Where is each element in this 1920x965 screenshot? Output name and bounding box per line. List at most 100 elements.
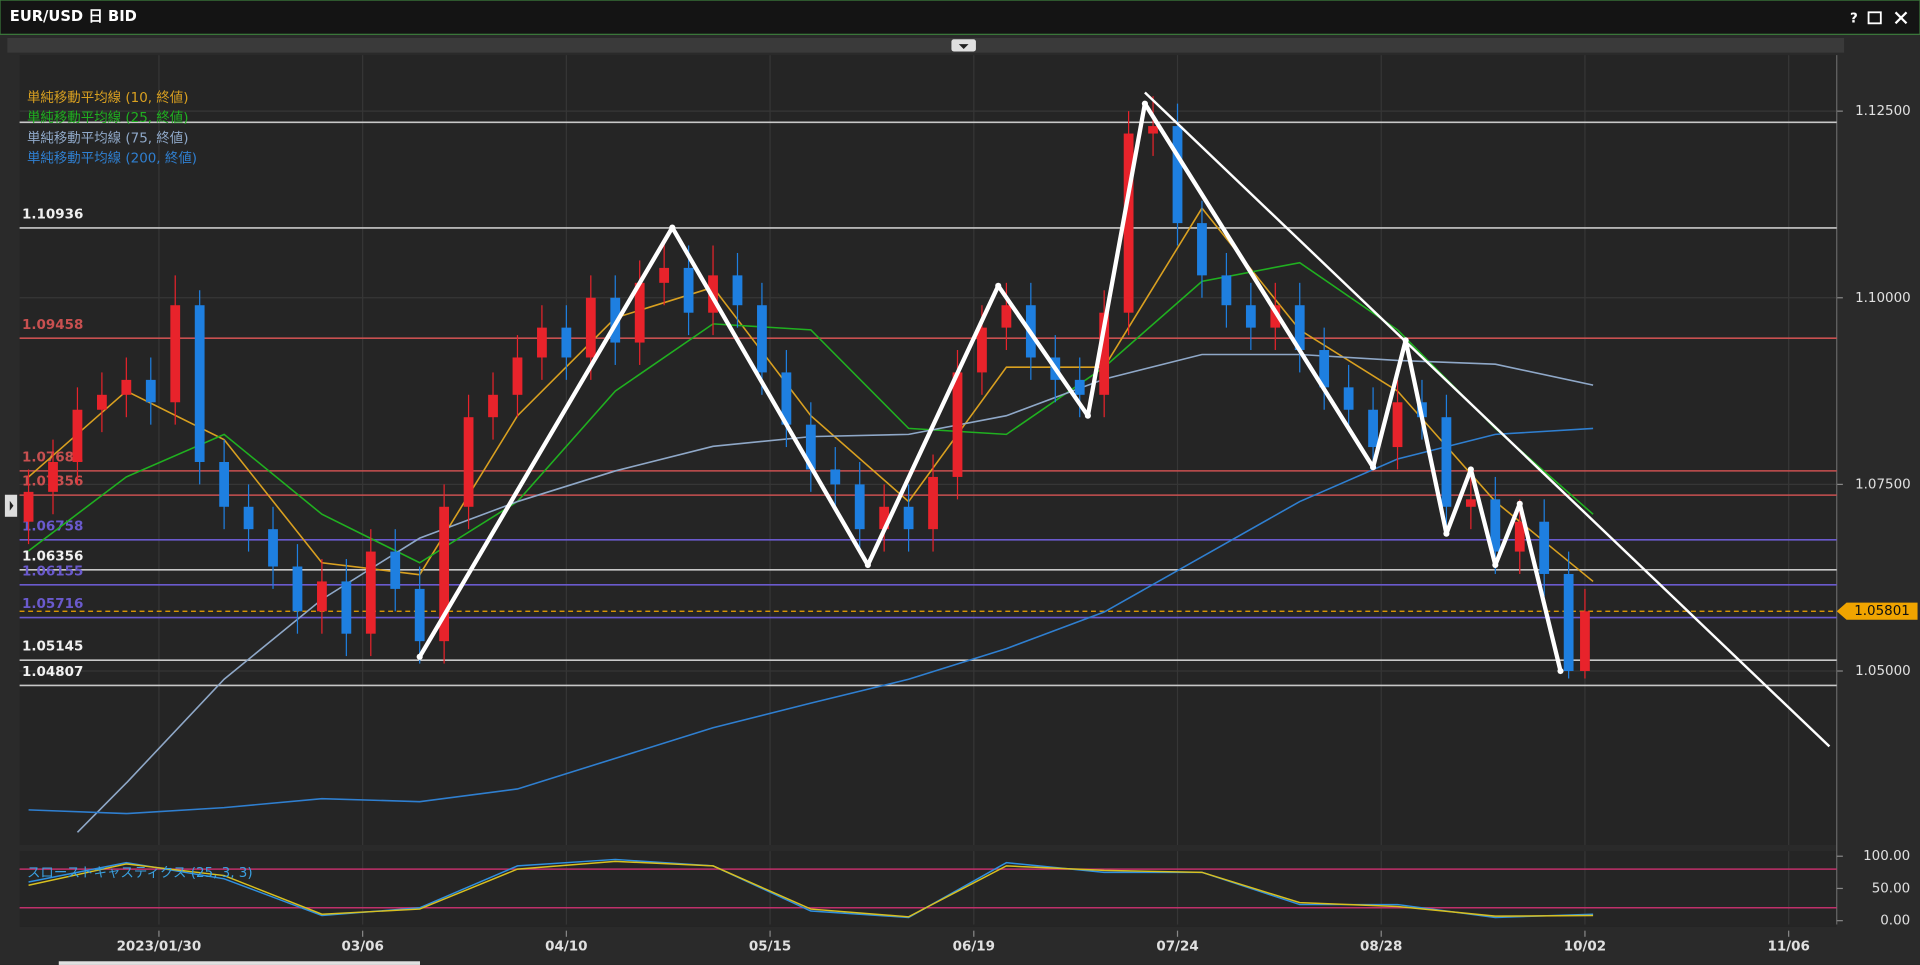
y-tick-label: 1.12500 [1855,104,1911,119]
candle-body [390,551,401,589]
zigzag-point [1492,561,1499,569]
candle-body [1490,499,1501,552]
zigzag-point [416,653,423,660]
trendline [1144,91,1831,748]
candle-body [1580,611,1590,672]
candle-body [1465,499,1476,507]
x-tick-label: 03/06 [341,940,383,955]
candle-body [1074,379,1085,395]
candle-body [781,372,792,425]
x-tick-label: 06/19 [953,940,995,955]
stoch-tick-label: 0.00 [1880,914,1910,929]
candle-body [488,394,498,418]
candle-body [659,267,670,283]
candle-body [757,305,767,373]
close-button[interactable] [1894,11,1908,25]
zigzag-point [1557,667,1564,675]
level-label: 1.05145 [22,640,83,655]
candle-body [1245,305,1256,328]
zigzag-point [669,224,676,231]
candle-body [268,529,278,567]
candle-body [72,409,83,462]
candle-body [1001,305,1012,328]
candle-body [1392,402,1403,448]
level-label: 1.06356 [22,549,83,564]
stoch-tick-label: 100.00 [1863,849,1910,864]
level-label: 1.09458 [22,318,83,333]
help-button[interactable]: ? [1850,11,1858,26]
legend-entry: 単純移動平均線 (25, 終値) [27,110,189,126]
candle-body [1539,521,1550,574]
candle-body [1368,409,1378,448]
x-tick-label: 05/15 [749,940,791,955]
candle-body [121,379,132,395]
candle-body [1172,126,1183,224]
candle-body [170,305,181,403]
candle-body [439,506,450,642]
candle-body [977,327,987,373]
candle-body [610,297,621,343]
candle-body [952,372,963,477]
candle-body [805,424,816,470]
candle-body [854,484,865,530]
candle-body [1123,133,1134,313]
y-tick-label: 1.07500 [1855,477,1911,492]
candle-body [23,491,34,522]
candle-body [145,379,156,403]
window-title: EUR/USD 日 BID [10,8,137,25]
zigzag-point [1084,412,1091,419]
candle-body [219,461,230,507]
x-tick-label: 2023/01/30 [117,940,202,955]
side-toggle-icon [9,500,14,511]
zigzag-point [1467,466,1474,473]
candle-body [537,327,547,358]
candle-body [463,417,474,507]
zigzag-point [1443,530,1450,537]
zigzag-point [864,561,871,569]
level-label: 1.10936 [22,207,83,222]
candle-body [1343,387,1354,410]
candle-body [1221,275,1232,306]
candle-body [1441,417,1452,507]
candle-body [48,461,58,492]
level-label: 1.05716 [22,597,83,612]
legend-entry: 単純移動平均線 (10, 終値) [27,90,189,106]
x-tick-label: 11/06 [1767,940,1809,955]
candle-body [903,506,914,530]
candle-body [96,394,107,410]
zigzag-point [995,282,1002,289]
candle-body [1319,350,1330,388]
level-label: 1.06758 [22,519,83,534]
candle-body [1197,223,1207,276]
candle-body [683,267,694,313]
candle-body [341,581,352,634]
candle-body [830,469,841,485]
candle-body [365,551,376,634]
candle-body [317,581,327,612]
stoch-title: スローストキャスティクス (25, 3, 3) [27,865,253,881]
candle-body [512,357,523,395]
maximize-button[interactable] [1867,11,1882,25]
collapse-icon [958,44,969,50]
scrollbar[interactable] [58,961,420,965]
legend-entry: 単純移動平均線 (200, 終値) [27,151,197,167]
x-tick-label: 10/02 [1564,940,1606,955]
candle-body [292,566,303,612]
zigzag-point [1141,100,1148,107]
y-tick-label: 1.05000 [1855,664,1911,679]
candle-body [1514,521,1525,552]
level-label: 1.04807 [22,665,83,680]
candle-body [414,588,425,642]
y-tick-label: 1.10000 [1855,291,1911,306]
chart-layer: 2023/01/30 03/06 04/10 05/15 06/19 07/24 08/28… [19,55,1918,955]
legend-entry: 単純移動平均線 (75, 終値) [27,130,189,146]
candle-body [243,506,254,530]
candle-body [585,297,596,358]
title-bar [0,0,1920,35]
candle-body [1294,305,1305,351]
x-tick-label: 07/24 [1156,940,1198,955]
x-tick-label: 04/10 [545,940,587,955]
toolbar-strip [7,38,1845,53]
candle-body [732,275,743,306]
